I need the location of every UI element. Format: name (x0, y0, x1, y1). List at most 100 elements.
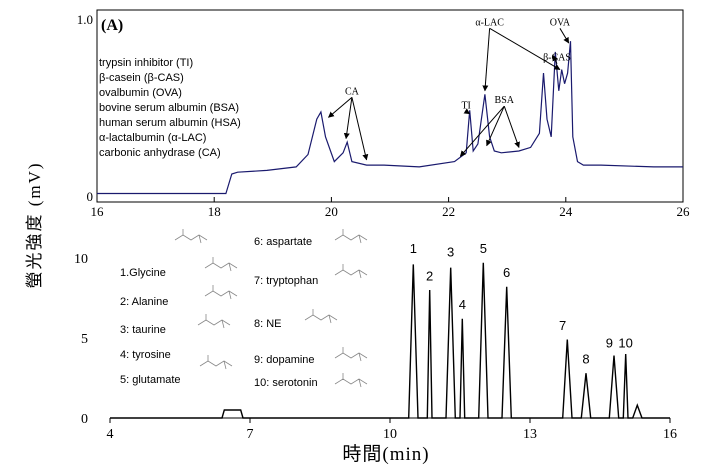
legend-entry-b: 3: taurine (120, 324, 166, 336)
legend-entry-b: 5: glutamate (120, 374, 181, 386)
molecule-branch (212, 257, 232, 272)
x-tick-label-a: 22 (442, 204, 455, 219)
panel-label-a: (A) (101, 17, 123, 34)
annotation-arrow-a (351, 97, 369, 161)
annotation-arrow-a (486, 105, 505, 147)
peak-annotation-a: TI (461, 101, 470, 112)
molecule-branch (205, 314, 225, 329)
molecule-branch (207, 355, 227, 370)
peak-label-b: 1 (410, 241, 417, 256)
legend-entry-b: 9: dopamine (254, 354, 315, 366)
peak-label-b: 2 (426, 268, 433, 283)
chromatogram-trace-b (110, 262, 670, 419)
legend-entry-a: α-lactalbumin (α-LAC) (99, 132, 206, 144)
peak-annotation-a: CA (345, 86, 360, 97)
peak-label-b: 9 (606, 336, 613, 351)
molecule-bonds (204, 290, 238, 297)
legend-entry-a: trypsin inhibitor (TI) (99, 57, 193, 69)
y-tick-label-b: 0 (81, 412, 88, 427)
x-tick-label-a: 20 (325, 204, 338, 219)
molecule-structure-image (334, 264, 368, 279)
molecule-structure-image (334, 373, 368, 388)
peak-annotation-a: OVA (550, 17, 571, 28)
legend-entry-a: human serum albumin (HSA) (99, 117, 241, 129)
y-tick-label-a: 1.0 (77, 12, 93, 27)
annotation-arrow-a (328, 96, 353, 118)
molecule-structure-image (199, 355, 233, 370)
peak-label-b: 5 (480, 241, 487, 256)
annotation-arrow-a (463, 108, 471, 115)
molecule-bonds (334, 269, 368, 276)
legend-entry-b: 6: aspartate (254, 236, 312, 248)
x-tick-label-b: 13 (523, 427, 537, 442)
legend-entry-b: 4: tyrosine (120, 349, 171, 361)
peak-label-b: 3 (447, 244, 454, 259)
molecule-bonds (334, 352, 368, 359)
legend-entry-b: 10: serotonin (254, 377, 318, 389)
chart-panel-a: 16 18 20 22 24 26 0 1.0 (A) trypsin inhibitor (TI… (77, 9, 691, 219)
legend-entry-a: carbonic anhydrase (CA) (99, 147, 221, 159)
molecule-bonds (204, 262, 238, 269)
peak-label-b: 7 (559, 318, 566, 333)
molecule-bonds (197, 319, 231, 326)
peak-label-b: 4 (459, 297, 466, 312)
x-axis-label: 時間(min) (342, 443, 429, 465)
molecule-structure-image (204, 285, 238, 300)
molecule-structure-image (174, 229, 208, 244)
legend-entry-a: bovine serum albumin (BSA) (99, 102, 239, 114)
molecule-branch (182, 229, 202, 244)
molecule-branch (212, 285, 232, 300)
annotation-arrow-a (503, 106, 520, 149)
molecule-structure-image (334, 347, 368, 362)
molecule-branch (342, 264, 362, 279)
x-tick-label-a: 26 (677, 204, 691, 219)
chromatogram-trace-a (97, 41, 683, 195)
x-tick-label-b: 16 (663, 427, 677, 442)
legend-entry-b: 2: Alanine (120, 296, 168, 308)
peak-label-b: 6 (503, 265, 510, 280)
peak-label-b: 8 (582, 352, 589, 367)
peak-annotation-a: α-LAC (475, 17, 504, 28)
x-tick-label-a: 24 (559, 204, 573, 219)
molecule-branch (312, 309, 332, 324)
molecule-bonds (199, 360, 233, 367)
x-tick-label-b: 7 (247, 427, 254, 442)
molecule-structure-image (304, 309, 338, 324)
annotation-arrow-a (559, 28, 570, 44)
annotation-arrow-a (343, 97, 353, 140)
annotation-arrow-a (459, 105, 505, 157)
annotation-arrow-a (552, 54, 558, 64)
x-tick-label-a: 16 (91, 204, 105, 219)
x-tick-label-b: 10 (383, 427, 397, 442)
molecule-branch (342, 373, 362, 388)
legend-entry-a: ovalbumin (OVA) (99, 87, 182, 99)
peak-annotation-a: β-CAS (543, 53, 571, 64)
molecule-bonds (334, 378, 368, 385)
molecule-bonds (174, 234, 208, 241)
legend-entry-b: 1.Glycine (120, 267, 166, 279)
molecule-branch (342, 347, 362, 362)
annotation-arrow-a (489, 27, 561, 70)
x-tick-label-b: 4 (107, 427, 114, 442)
annotation-arrow-a (482, 28, 491, 92)
peak-annotation-a: BSA (495, 95, 515, 106)
y-axis-label: 螢光強度 (mV) (25, 161, 44, 288)
legend-entry-b: 8: NE (254, 318, 282, 330)
molecule-structure-image (204, 257, 238, 272)
y-tick-label-b: 5 (81, 332, 88, 347)
legend-entry-b: 7: tryptophan (254, 275, 318, 287)
molecule-bonds (334, 234, 368, 241)
x-tick-label-a: 18 (208, 204, 221, 219)
molecule-structure-image (334, 229, 368, 244)
molecule-branch (342, 229, 362, 244)
y-tick-label-a: 0 (87, 189, 94, 204)
legend-entry-a: β-casein (β-CAS) (99, 72, 184, 84)
molecule-bonds (304, 314, 338, 321)
molecule-structure-image (197, 314, 231, 329)
plot-frame-a (96, 9, 684, 203)
y-tick-label-b: 10 (74, 252, 88, 267)
peak-label-b: 10 (618, 336, 632, 351)
